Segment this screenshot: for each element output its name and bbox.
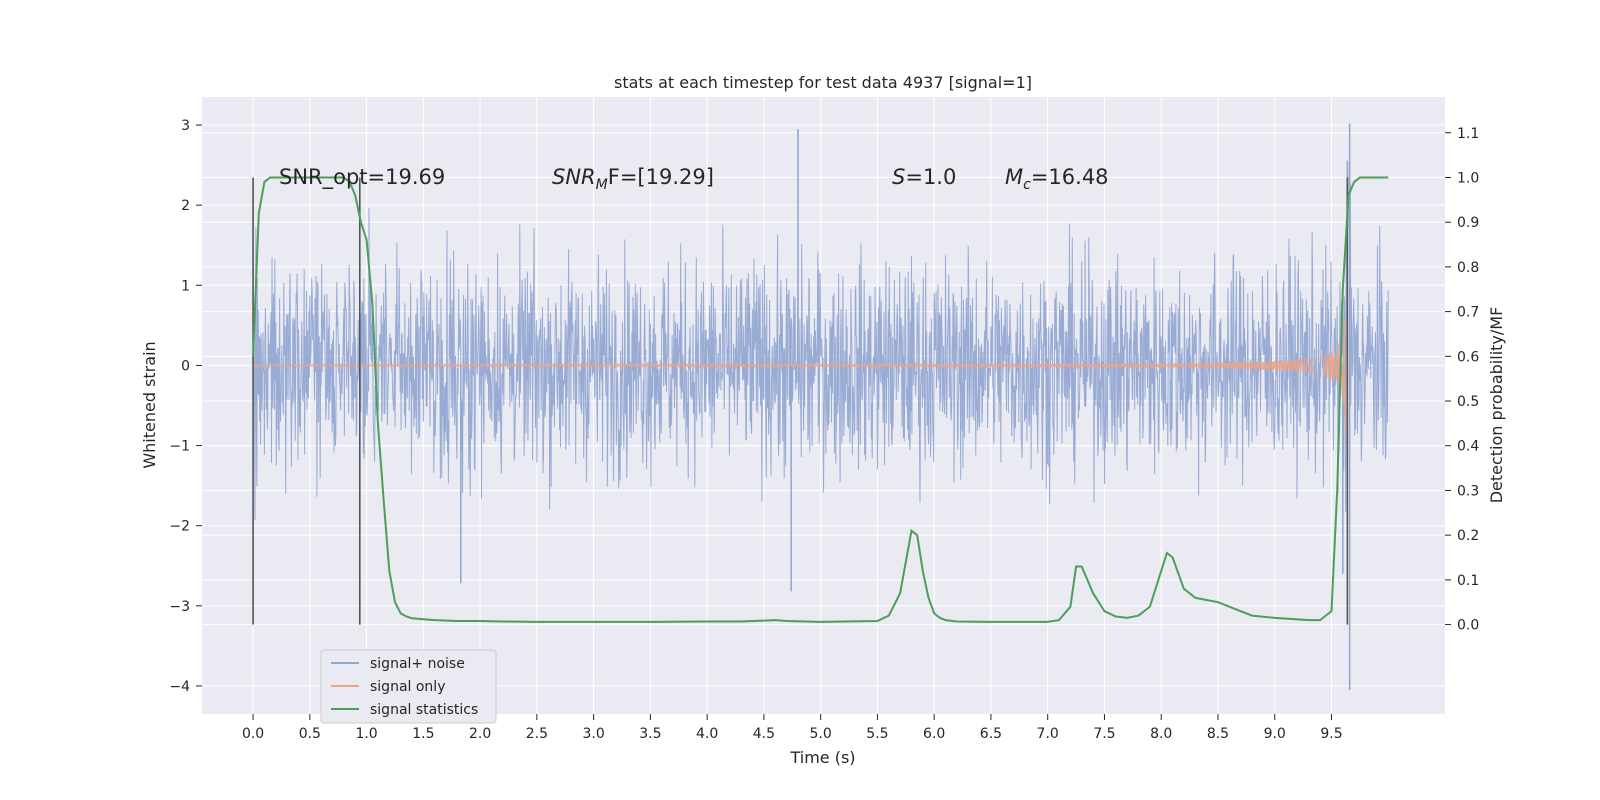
y-axis-left-label: Whitened strain (140, 341, 159, 468)
chart-title: stats at each timestep for test data 493… (614, 73, 1032, 92)
legend-box (320, 649, 497, 724)
y-left-tick-label: 0 (181, 358, 190, 374)
legend: signal+ noise signal only signal statist… (320, 649, 497, 724)
vertical-markers (252, 177, 1349, 625)
x-tick-label: 6.0 (923, 726, 945, 742)
x-axis-label: Time (s) (789, 748, 855, 767)
x-tick-label: 1.5 (412, 726, 434, 742)
x-tick-label: 0.0 (242, 726, 264, 742)
x-axis-ticks: 0.0 0.5 1.0 1.5 2.0 2.5 3.0 3.5 4.0 4.5 5.0 5.5 6.0 6… (242, 714, 1343, 742)
x-tick-label: 1.0 (355, 726, 377, 742)
legend-label-signal-only: signal only (370, 679, 445, 695)
x-tick-label: 2.5 (526, 726, 548, 742)
y-right-tick-label: 0.3 (1457, 483, 1479, 499)
x-tick-label: 7.5 (1093, 726, 1115, 742)
y-axis-right-ticks: 0.0 0.1 0.2 0.3 0.4 0.5 0.6 0.7 0.8 0.9 1.0 1.1 (1445, 126, 1479, 634)
y-left-tick-label: −4 (169, 679, 190, 695)
annotation-snr-mf: SNRMF=[19.29] (552, 165, 714, 193)
annotation-snr-opt: SNR_opt=19.69 (279, 165, 445, 190)
y-axis-left-ticks: −4 −3 −2 −1 0 1 2 3 (169, 118, 202, 695)
signal-noise-line (252, 160, 1389, 521)
annotation-mc-sub: c (1023, 177, 1031, 193)
y-right-tick-label: 0.1 (1457, 573, 1479, 589)
x-tick-label: 7.0 (1037, 726, 1059, 742)
annotation-mc-label: M (1005, 165, 1023, 189)
y-axis-right-label: Detection probability/MF (1487, 307, 1506, 504)
series-signal-only (252, 190, 1351, 447)
y-right-tick-label: 1.1 (1457, 126, 1479, 142)
x-tick-label: 8.0 (1150, 726, 1172, 742)
x-tick-label: 5.5 (866, 726, 888, 742)
y-left-tick-label: −3 (169, 599, 190, 615)
y-left-tick-label: −1 (169, 439, 190, 455)
y-right-tick-label: 0.0 (1457, 618, 1479, 634)
signal-statistics-line (252, 176, 1389, 623)
x-tick-label: 9.5 (1320, 726, 1342, 742)
y-right-tick-label: 0.9 (1457, 215, 1479, 231)
y-left-tick-label: 3 (181, 118, 190, 134)
y-right-tick-label: 0.7 (1457, 305, 1479, 321)
x-tick-label: 6.5 (980, 726, 1002, 742)
y-right-tick-label: 0.2 (1457, 528, 1479, 544)
signal-only-line (252, 190, 1351, 447)
annotation-snr-mf-sub: M (596, 177, 608, 193)
annotation-mc-value: =16.48 (1031, 165, 1109, 189)
y-left-tick-label: 1 (181, 278, 190, 294)
y-right-tick-label: 0.4 (1457, 439, 1479, 455)
x-tick-label: 4.5 (753, 726, 775, 742)
y-left-tick-label: 2 (181, 198, 190, 214)
annotation-snr-mf-main: SNR (552, 165, 596, 189)
x-tick-label: 0.5 (299, 726, 321, 742)
annotation-snr-mf-value: F=[19.29] (608, 165, 714, 189)
x-tick-label: 3.5 (639, 726, 661, 742)
x-tick-label: 8.5 (1207, 726, 1229, 742)
annotation-s-value: =1.0 (905, 165, 956, 189)
y-right-tick-label: 0.5 (1457, 394, 1479, 410)
annotation-s-label: S (892, 165, 905, 189)
series-signal-statistics (252, 176, 1389, 623)
x-tick-label: 2.0 (469, 726, 491, 742)
x-tick-label: 4.0 (696, 726, 718, 742)
y-right-tick-label: 1.0 (1457, 170, 1479, 186)
x-tick-label: 9.0 (1264, 726, 1286, 742)
legend-label-signal-noise: signal+ noise (370, 656, 465, 672)
y-left-tick-label: −2 (169, 519, 190, 535)
y-right-tick-label: 0.8 (1457, 260, 1479, 276)
annotation-s: S=1.0 (892, 165, 956, 189)
annotation-mc: Mc=16.48 (1005, 165, 1109, 193)
y-right-tick-label: 0.6 (1457, 349, 1479, 365)
x-tick-label: 5.0 (810, 726, 832, 742)
x-tick-label: 3.0 (582, 726, 604, 742)
legend-label-signal-statistics: signal statistics (370, 702, 478, 718)
